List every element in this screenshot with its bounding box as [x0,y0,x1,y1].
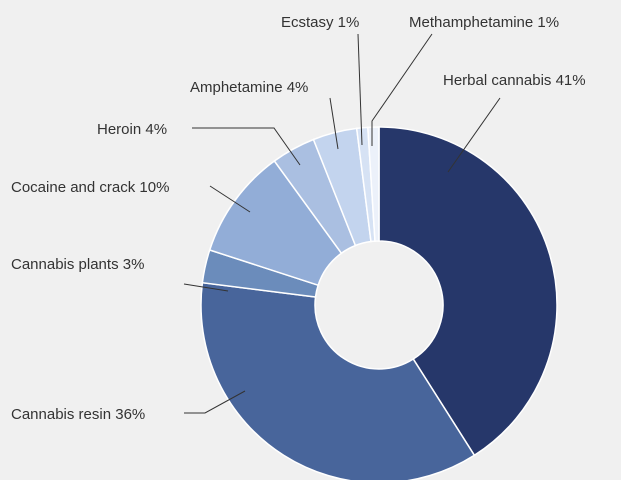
label-methamphetamine: Methamphetamine 1% [409,14,559,31]
slice-herbal-cannabis [378,126,558,457]
label-heroin: Heroin 4% [97,121,167,138]
slice-cannabis-resin [200,281,476,480]
leader-herbal-cannabis [447,97,501,173]
leader-methamphetamine [371,33,433,146]
slice-labels: Herbal cannabis 41% Cannabis resin 36% C… [11,14,586,423]
label-amphetamine: Amphetamine 4% [190,79,308,96]
leader-cannabis-resin [184,390,246,414]
leader-cannabis-plants [183,283,229,292]
leader-amphetamine [329,97,339,150]
leader-cocaine-and-crack [209,185,251,213]
label-herbal-cannabis: Herbal cannabis 41% [443,72,586,89]
leader-lines [183,33,501,414]
donut-slices [200,126,558,480]
leader-ecstasy [357,33,363,146]
label-ecstasy: Ecstasy 1% [281,14,359,31]
label-cannabis-plants: Cannabis plants 3% [11,256,144,273]
label-cocaine-and-crack: Cocaine and crack 10% [11,179,169,196]
label-cannabis-resin: Cannabis resin 36% [11,406,145,423]
leader-heroin [192,127,301,166]
